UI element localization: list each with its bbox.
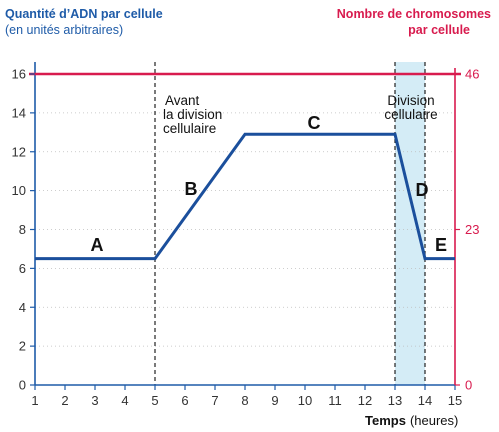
phase-label-d: D [416, 180, 429, 200]
annotation-division-line1: Division [387, 93, 434, 108]
x-tick-label-9: 9 [271, 393, 278, 408]
x-tick-label-8: 8 [241, 393, 248, 408]
y-tick-label-0: 0 [19, 378, 26, 393]
x-tick-label-14: 14 [418, 393, 432, 408]
y-tick-label-2: 2 [19, 339, 26, 354]
annotation-before-division-line3: cellulaire [163, 121, 216, 136]
phase-label-a: A [91, 235, 104, 255]
x-tick-label-10: 10 [298, 393, 312, 408]
annotation-before-division-line2: la division [163, 107, 222, 122]
x-tick-label-15: 15 [448, 393, 462, 408]
left-axis-title: Quantité d’ADN par cellule [5, 7, 163, 21]
right-axis-title: Nombre de chromosomes [337, 7, 491, 21]
y-tick-label-6: 6 [19, 261, 26, 276]
y-tick-label-14: 14 [12, 105, 26, 120]
dna-series-line [35, 132, 455, 261]
x-axis-title-main: Temps [365, 413, 406, 428]
x-tick-label-11: 11 [328, 393, 342, 408]
x-tick-label-12: 12 [358, 393, 372, 408]
y2-tick-label-46: 46 [465, 67, 479, 82]
y2-tick-label-23: 23 [465, 222, 479, 237]
division-shaded-region [395, 62, 425, 385]
x-axis-title: Temps (heures) [365, 413, 458, 428]
x-tick-label-5: 5 [151, 393, 158, 408]
phase-label-c: C [308, 113, 321, 133]
shade-layer [395, 62, 425, 385]
x-tick-label-2: 2 [61, 393, 68, 408]
series-layer [29, 72, 461, 261]
reference-lines-layer [154, 62, 426, 385]
x-tick-label-3: 3 [91, 393, 98, 408]
annotation-before-division-line1: Avant [165, 93, 200, 108]
x-tick-label-6: 6 [181, 393, 188, 408]
annotation-division-line2: cellulaire [384, 107, 437, 122]
right-axis-title-line2: par cellule [408, 23, 470, 37]
y-tick-label-12: 12 [12, 144, 26, 159]
phase-label-e: E [435, 235, 447, 255]
x-tick-label-7: 7 [211, 393, 218, 408]
y-tick-label-10: 10 [12, 183, 26, 198]
y2-tick-label-0: 0 [465, 378, 472, 393]
phase-label-b: B [185, 179, 198, 199]
y-tick-label-4: 4 [19, 300, 26, 315]
y-tick-label-16: 16 [12, 67, 26, 82]
left-axis-subtitle: (en unités arbitraires) [5, 23, 123, 37]
x-tick-label-1: 1 [31, 393, 38, 408]
x-tick-label-13: 13 [388, 393, 402, 408]
x-tick-label-4: 4 [121, 393, 128, 408]
x-axis-title-unit: (heures) [410, 413, 458, 428]
y-tick-label-8: 8 [19, 222, 26, 237]
